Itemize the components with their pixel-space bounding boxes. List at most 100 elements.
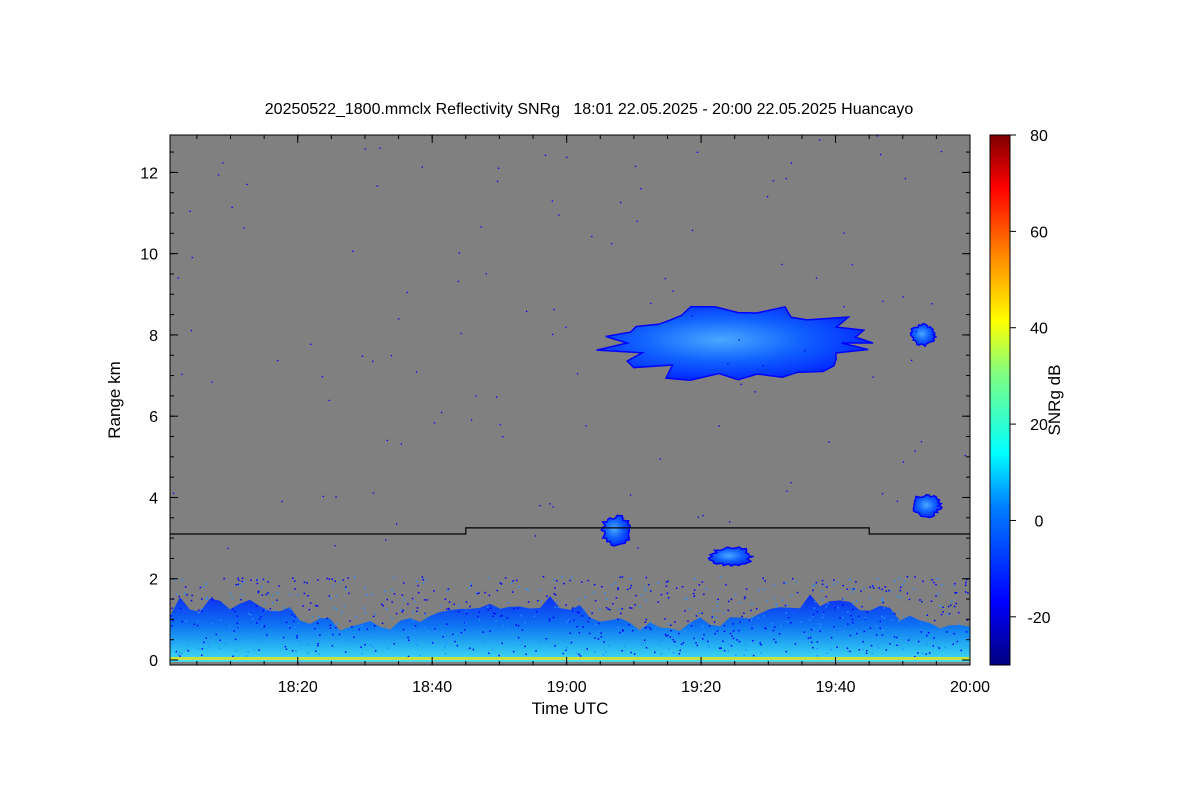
echo-speckle [516,579,518,582]
echo-speckle [954,582,956,585]
echo-speckle [842,597,845,600]
echo-speckle [701,581,704,583]
echo-speckle [205,598,208,600]
noise-speckle [385,539,387,541]
echo-speckle [674,639,677,642]
noise-speckle [386,439,388,442]
echo-speckle [630,607,633,609]
echo-speckle [292,577,294,579]
echo-speckle [816,641,819,643]
echo-speckle [667,634,669,637]
echo-speckle [554,594,557,596]
echo-speckle [374,625,376,627]
echo-speckle [615,597,618,599]
echo-speckle [329,624,332,626]
echo-speckle [464,629,466,631]
echo-speckle [825,595,827,598]
echo-speckle [488,652,490,655]
echo-speckle [816,648,818,650]
noise-speckle [727,363,729,365]
echo-speckle [857,643,860,645]
echo-speckle [604,592,606,594]
echo-speckle [202,586,205,588]
noise-speckle [322,495,324,498]
colorbar-gradient [989,134,1011,666]
echo-speckle [364,586,366,589]
noise-speckle [636,220,638,222]
echo-speckle [520,614,522,617]
echo-speckle [629,587,632,589]
echo-speckle [454,640,456,643]
echo-speckle [877,647,880,649]
echo-speckle [674,640,676,643]
echo-speckle [645,599,647,601]
echo-speckle [894,612,896,615]
echo-speckle [917,652,919,654]
echo-speckle [832,583,835,585]
echo-speckle [314,627,316,630]
echo-speckle [813,584,816,586]
echo-speckle [762,588,765,590]
echo-speckle [181,620,184,623]
noise-speckle [379,147,381,149]
colorbar-label: SNRg dB [1045,365,1064,436]
noise-speckle [940,150,943,153]
echo-speckle [289,608,291,610]
echo-speckle [722,640,724,642]
echo-speckle [256,582,259,585]
echo-speckle [821,583,824,586]
noise-speckle [902,296,904,298]
noise-speckle [352,250,354,252]
echo-speckle [272,594,274,597]
noise-speckle [189,210,191,212]
echo-speckle [657,643,660,645]
echo-speckle [407,655,410,658]
echo-speckle [608,644,610,647]
echo-speckle [232,608,234,610]
echo-speckle [425,579,427,582]
echo-speckle [796,591,799,594]
echo-speckle [500,583,503,585]
echo-speckle [869,586,871,588]
echo-speckle [417,584,419,587]
echo-speckle [237,627,240,629]
echo-speckle [303,592,306,595]
colorbar-tick-label: 80 [1030,128,1048,145]
echo-speckle [334,580,336,582]
echo-speckle [488,594,491,597]
noise-speckle [433,422,436,424]
echo-speckle [898,620,900,622]
echo-speckle [328,595,330,597]
echo-speckle [341,612,343,614]
echo-speckle [381,603,383,606]
echo-speckle [179,607,182,610]
echo-speckle [258,649,260,651]
echo-speckle [556,601,558,603]
echo-speckle [672,638,674,641]
echo-speckle [539,589,542,591]
echo-speckle [224,643,226,645]
echo-speckle [186,594,188,596]
echo-region [909,322,938,348]
echo-speckle [291,614,293,616]
echo-speckle [934,619,936,622]
echo-speckle [576,611,579,613]
echo-speckle [552,616,555,619]
echo-speckle [803,631,806,633]
echo-speckle [243,581,246,583]
echo-speckle [720,647,722,649]
echo-speckle [890,591,892,593]
echo-speckle [907,639,910,641]
echo-speckle [669,634,671,637]
noise-speckle [496,180,499,182]
echo-speckle [654,651,656,654]
echo-speckle [495,620,497,622]
echo-speckle [617,587,619,589]
echo-speckle [864,617,866,619]
echo-speckle [860,590,862,592]
echo-speckle [794,643,797,645]
noise-speckle [502,436,504,438]
echo-speckle [670,630,672,632]
echo-speckle [751,603,753,605]
echo-speckle [952,643,954,645]
